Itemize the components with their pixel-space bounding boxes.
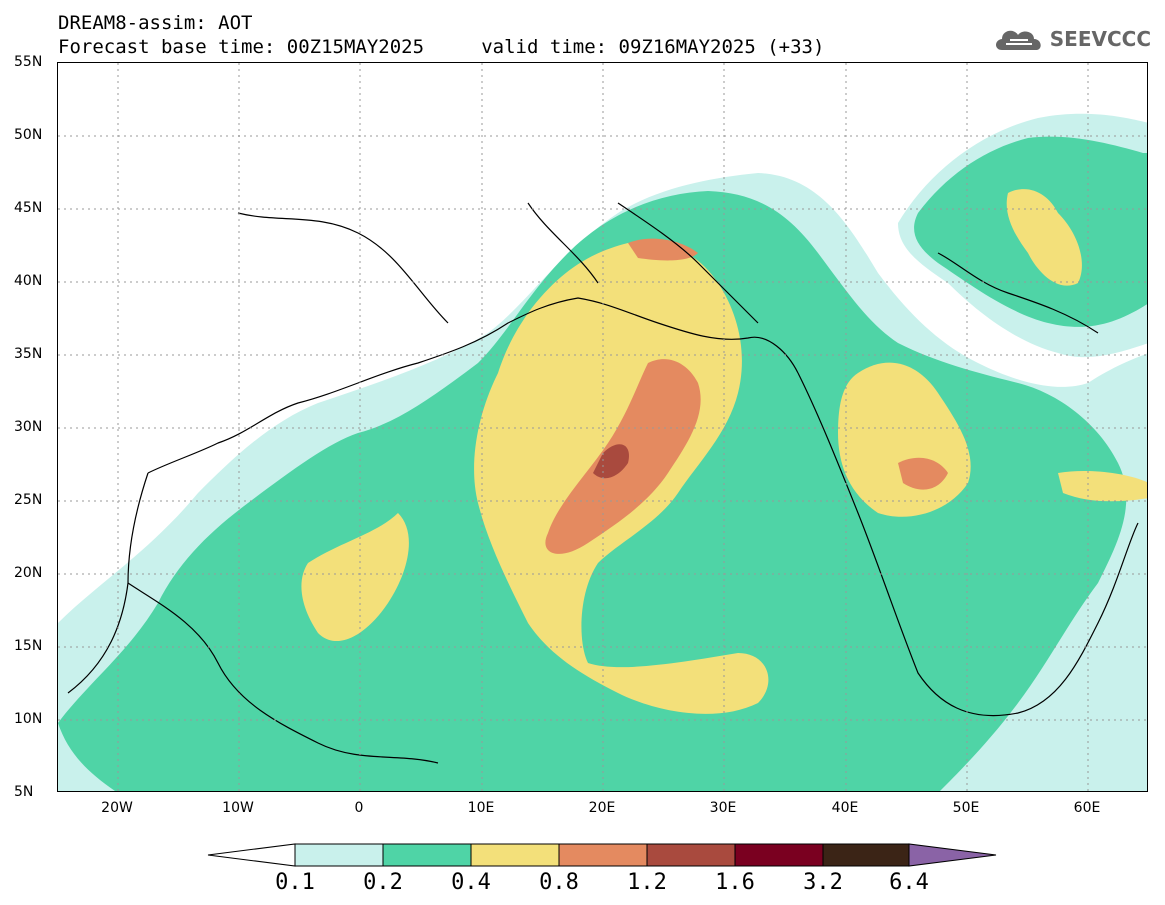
colorbar-swatch [294,843,384,867]
lon-label: 10E [467,800,495,816]
logo-text: SEEVCCC [1049,27,1151,51]
lat-label: 15N [14,638,43,654]
lat-label: 30N [14,419,43,435]
colorbar-under-arrow [207,843,296,867]
colorbar-swatch [646,843,736,867]
lon-label: 0 [354,800,364,816]
colorbar-label: 0.4 [451,870,491,895]
map-canvas [58,63,1147,791]
colorbar-swatch [822,843,910,867]
forecast-time-info: Forecast base time: 00Z15MAY2025 valid t… [58,36,825,58]
lat-label: 50N [14,127,43,143]
lon-label: 40E [831,800,859,816]
lat-lon-grid [58,63,1147,791]
colorbar-swatch [382,843,472,867]
colorbar-swatch [734,843,824,867]
lat-label: 45N [14,200,43,216]
coastlines [67,202,1139,764]
seevccc-logo: SEEVCCC [992,24,1151,54]
colorbar-label: 0.8 [539,870,579,895]
lat-label: 5N [14,784,34,800]
lat-label: 40N [14,273,43,289]
colorbar-swatch [470,843,560,867]
lon-label: 50E [952,800,980,816]
colorbar-label: 0.2 [363,870,403,895]
lon-label: 20W [101,800,133,816]
colorbar [207,843,997,867]
colorbar-label: 3.2 [803,870,843,895]
lon-label: 60E [1073,800,1101,816]
lon-label: 20E [588,800,616,816]
lat-label: 55N [14,54,43,70]
colorbar-label: 1.2 [627,870,667,895]
colorbar-over-arrow [908,843,997,867]
lon-label: 30E [709,800,737,816]
cloud-icon [995,30,1041,50]
colorbar-swatch [558,843,648,867]
lon-label: 10W [222,800,254,816]
aot-band-1.2 [593,444,629,479]
lat-label: 10N [14,711,43,727]
lat-label: 20N [14,565,43,581]
lat-label: 25N [14,492,43,508]
map-title: DREAM8-assim: AOT [58,12,253,34]
aot-forecast-map [57,62,1148,792]
colorbar-label: 0.1 [275,870,315,895]
colorbar-label: 1.6 [715,870,755,895]
colorbar-label: 6.4 [889,870,929,895]
lat-label: 35N [14,346,43,362]
